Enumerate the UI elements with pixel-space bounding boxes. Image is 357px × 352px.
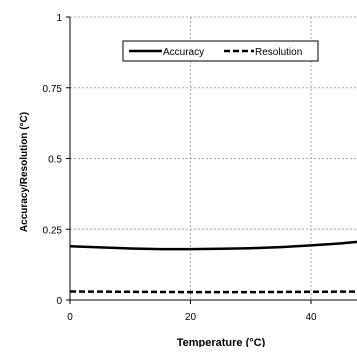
y-tick-label: 0	[56, 296, 62, 307]
y-tick-label: 1	[56, 13, 62, 24]
y-tick-label: 0.75	[43, 84, 63, 95]
x-tick-label: 40	[305, 312, 317, 323]
x-axis-label: Temperature (°C)	[177, 337, 266, 347]
legend: Accuracy Resolution	[123, 41, 318, 61]
y-axis-label: Accuracy/Resolution (°C)	[19, 112, 30, 232]
x-tick-label: 20	[185, 312, 197, 323]
series-line-accuracy	[70, 241, 357, 250]
x-tick-label: 0	[67, 312, 73, 323]
y-tick-label: 0.25	[43, 225, 63, 236]
y-tick-label: 0.5	[48, 155, 62, 166]
legend-label-accuracy: Accuracy	[163, 47, 204, 58]
series-layer	[70, 241, 357, 293]
legend-label-resolution: Resolution	[255, 47, 302, 58]
series-line-resolution	[70, 292, 357, 293]
